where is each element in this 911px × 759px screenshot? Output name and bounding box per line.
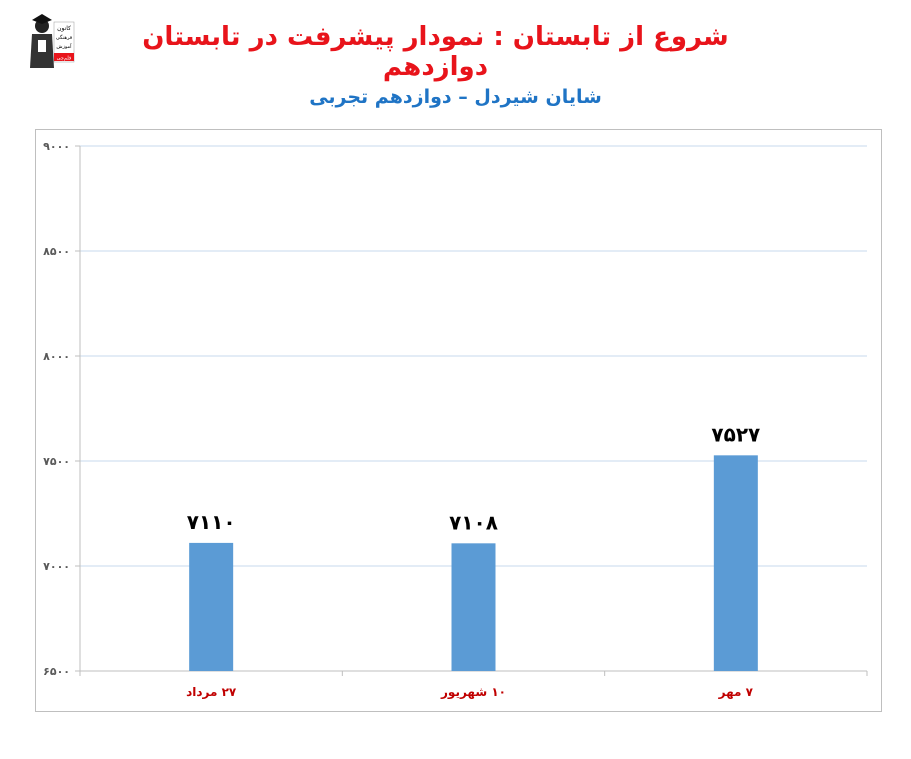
logo-line-2: فرهنگی (56, 34, 73, 41)
y-tick-label: ۷۵۰۰ (43, 455, 70, 468)
y-tick-label: ۹۰۰۰ (43, 140, 70, 153)
page-title: شروع از تابستان : نمودار پیشرفت در تابست… (142, 22, 729, 82)
bar (451, 543, 496, 671)
y-tick-label: ۷۰۰۰ (43, 560, 70, 573)
data-label: ۷۱۰۸ (449, 510, 498, 534)
data-labels: ۷۱۱۰ ۷۱۰۸ ۷۵۲۷ (187, 422, 760, 534)
graduate-logo-icon: کانون فرهنگی آموزش قلم‌چی (30, 14, 75, 68)
x-category-label: ۷ مهر (718, 685, 754, 699)
page-subtitle: شایان شیردل – دوازدهم تجربی (309, 86, 602, 108)
chart-frame (35, 129, 882, 712)
data-label: ۷۱۱۰ (187, 510, 236, 534)
x-category-label: ۲۷ مرداد (186, 685, 237, 699)
logo-line-1: کانون (57, 25, 71, 32)
x-category-label: ۱۰ شهریور (440, 685, 506, 700)
bars (189, 455, 758, 671)
logo-line-3: آموزش (56, 43, 72, 50)
data-label: ۷۵۲۷ (711, 422, 760, 446)
bar (713, 455, 758, 671)
x-axis-categories: ۲۷ مرداد ۱۰ شهریور ۷ مهر (186, 685, 754, 700)
y-axis-ticks: ۶۵۰۰ ۷۰۰۰ ۷۵۰۰ ۸۰۰۰ ۸۵۰۰ ۹۰۰۰ (43, 140, 70, 678)
bar (189, 542, 234, 671)
logo-line-4: قلم‌چی (57, 56, 72, 62)
y-tick-label: ۸۰۰۰ (43, 350, 70, 363)
y-tick-label: ۸۵۰۰ (43, 245, 70, 258)
y-tick-label: ۶۵۰۰ (43, 665, 70, 678)
